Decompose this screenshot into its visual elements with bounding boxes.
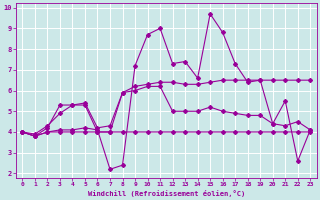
X-axis label: Windchill (Refroidissement éolien,°C): Windchill (Refroidissement éolien,°C) bbox=[88, 190, 245, 197]
